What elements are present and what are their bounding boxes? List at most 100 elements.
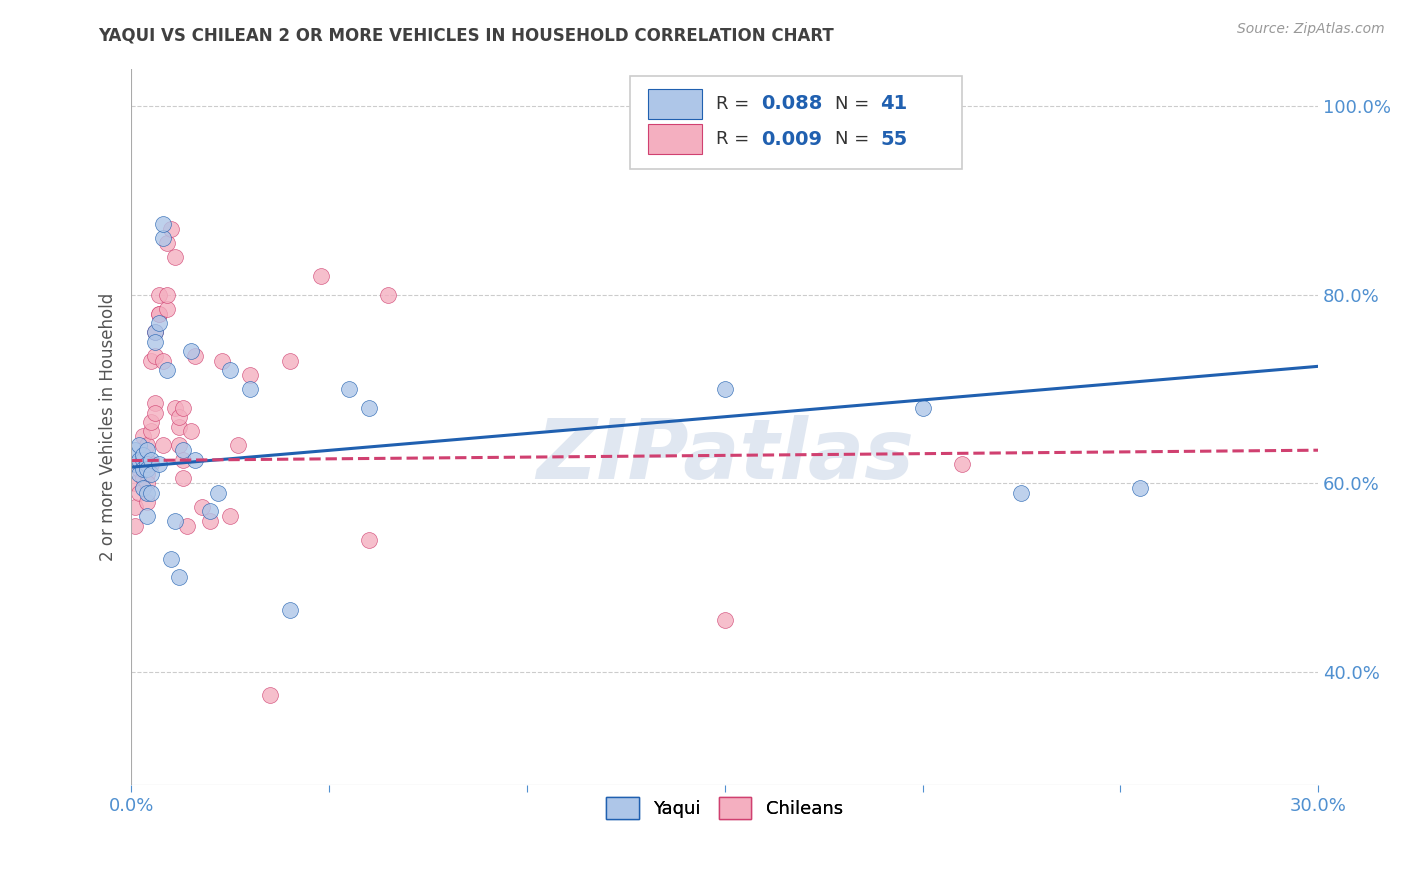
Point [156, 235, 179, 250]
Point [183, 452, 205, 467]
Point [139, 425, 162, 439]
Point [136, 476, 159, 491]
Point [124, 500, 146, 514]
Legend: Yaqui, Chileans: Yaqui, Chileans [599, 789, 851, 826]
Point [136, 495, 159, 509]
Point [239, 382, 262, 396]
Point [152, 438, 174, 452]
Point [337, 382, 360, 396]
Text: YAQUI VS CHILEAN 2 OR MORE VEHICLES IN HOUSEHOLD CORRELATION CHART: YAQUI VS CHILEAN 2 OR MORE VEHICLES IN H… [98, 27, 834, 45]
Y-axis label: 2 or more Vehicles in Household: 2 or more Vehicles in Household [100, 293, 117, 561]
Point [207, 485, 229, 500]
Point [124, 458, 146, 472]
Point [377, 287, 399, 301]
Point [156, 301, 179, 316]
Point [200, 514, 222, 528]
Point [167, 419, 190, 434]
Point [139, 485, 162, 500]
Text: N =: N = [835, 130, 875, 148]
Point [226, 438, 249, 452]
Point [136, 452, 159, 467]
Point [128, 467, 150, 481]
Point [143, 405, 166, 419]
Point [259, 688, 281, 702]
Point [139, 415, 162, 429]
Point [132, 452, 155, 467]
Point [163, 401, 186, 415]
Text: R =: R = [717, 95, 755, 112]
Point [176, 518, 198, 533]
FancyBboxPatch shape [648, 124, 702, 154]
Point [128, 462, 150, 476]
Point [167, 570, 190, 584]
Point [278, 603, 301, 617]
Text: N =: N = [835, 95, 875, 112]
Point [219, 509, 242, 524]
Point [167, 410, 190, 425]
Text: 0.009: 0.009 [762, 130, 823, 149]
Point [183, 349, 205, 363]
Point [950, 458, 973, 472]
Point [713, 613, 735, 627]
Point [132, 429, 155, 443]
Text: Source: ZipAtlas.com: Source: ZipAtlas.com [1237, 22, 1385, 37]
Point [148, 307, 170, 321]
Point [136, 467, 159, 481]
Point [148, 287, 170, 301]
Point [139, 353, 162, 368]
Point [180, 425, 202, 439]
Point [136, 462, 159, 476]
Point [152, 217, 174, 231]
Text: 55: 55 [880, 130, 907, 149]
Point [148, 316, 170, 330]
Point [200, 504, 222, 518]
Point [132, 448, 155, 462]
Point [172, 443, 194, 458]
Point [172, 452, 194, 467]
Point [191, 500, 214, 514]
Point [167, 438, 190, 452]
Point [136, 485, 159, 500]
Point [128, 458, 150, 472]
Point [128, 485, 150, 500]
Point [713, 382, 735, 396]
Point [309, 268, 332, 283]
Point [136, 443, 159, 458]
Text: 41: 41 [880, 95, 907, 113]
Point [143, 396, 166, 410]
Point [172, 401, 194, 415]
Point [278, 353, 301, 368]
Point [357, 401, 380, 415]
Point [148, 307, 170, 321]
Point [143, 334, 166, 349]
Point [911, 401, 934, 415]
Point [128, 438, 150, 452]
Point [132, 462, 155, 476]
Text: R =: R = [717, 130, 755, 148]
Point [139, 467, 162, 481]
Text: ZIPatlas: ZIPatlas [536, 415, 914, 496]
Point [139, 458, 162, 472]
Point [128, 452, 150, 467]
Point [172, 471, 194, 485]
Point [1129, 481, 1152, 495]
Point [143, 349, 166, 363]
Point [148, 458, 170, 472]
Point [163, 250, 186, 264]
Point [143, 326, 166, 340]
Point [163, 514, 186, 528]
Point [159, 221, 181, 235]
Point [132, 448, 155, 462]
Point [132, 471, 155, 485]
Point [156, 287, 179, 301]
Point [211, 353, 233, 368]
Point [136, 438, 159, 452]
Point [239, 368, 262, 382]
Point [136, 509, 159, 524]
Point [124, 443, 146, 458]
Point [180, 344, 202, 359]
Point [132, 481, 155, 495]
Point [152, 231, 174, 245]
Point [1010, 485, 1032, 500]
Point [124, 518, 146, 533]
